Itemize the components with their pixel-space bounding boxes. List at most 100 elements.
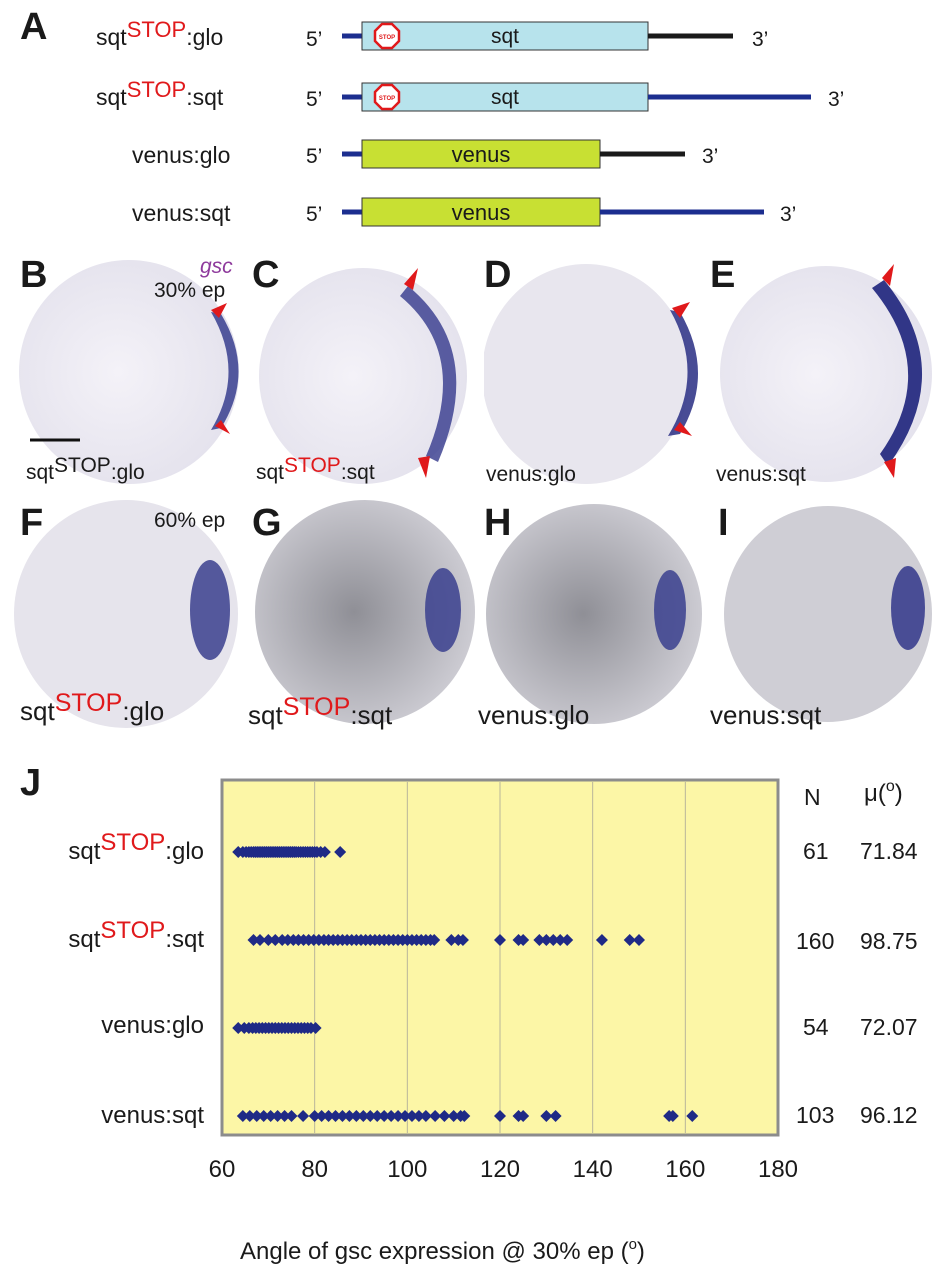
panel-letter-h: H — [484, 502, 512, 544]
construct-diagram-1: STOP sqt — [342, 21, 733, 51]
data-point — [336, 1110, 349, 1122]
stop-sign-text: STOP — [379, 35, 395, 41]
data-point — [334, 846, 347, 858]
arrowhead-icon — [215, 420, 230, 434]
data-point — [271, 1110, 284, 1122]
data-point — [285, 1110, 298, 1122]
data-point — [250, 1110, 263, 1122]
embryo-photo-c — [250, 250, 480, 490]
series-4 — [236, 1110, 699, 1122]
construct-label-3: venus:glo — [132, 142, 231, 168]
arrowhead-icon — [674, 422, 692, 436]
data-point — [447, 1110, 460, 1122]
data-point — [269, 934, 282, 946]
photo-label-h: venus:glo — [478, 700, 590, 730]
data-point — [278, 1110, 291, 1122]
sqt-coding-box — [361, 21, 649, 51]
data-point — [547, 934, 560, 946]
data-point — [445, 934, 458, 946]
sqt-coding-box — [361, 82, 649, 112]
data-point — [533, 934, 546, 946]
data-point — [540, 934, 553, 946]
data-point — [458, 1110, 471, 1122]
photo-label-c: sqtSTOP:sqt — [256, 454, 375, 484]
mean-value: 72.07 — [860, 1014, 918, 1040]
data-point — [540, 1110, 553, 1122]
arrowhead-icon — [418, 456, 430, 478]
panel-letter-a: A — [20, 6, 48, 48]
series-1 — [232, 846, 347, 858]
data-point — [262, 934, 275, 946]
arrowhead-icon — [882, 264, 894, 286]
x-tick-labels: 60 80 100 120 140 160 180 — [209, 1156, 798, 1183]
n-value: 54 — [803, 1014, 829, 1040]
data-point — [623, 934, 636, 946]
scatter-chart: 60 80 100 120 140 160 180 — [209, 778, 798, 1183]
stage-label-30: 30% ep — [154, 279, 226, 302]
embryo-photo-e — [718, 250, 948, 490]
data-point — [371, 1110, 384, 1122]
data-point — [429, 1110, 442, 1122]
series-label-1: sqtSTOP:glo — [68, 829, 204, 865]
embryo-photo-b — [14, 250, 244, 490]
data-point — [297, 1110, 310, 1122]
data-point — [438, 1110, 451, 1122]
data-point — [253, 934, 266, 946]
construct-diagrams: STOP sqt STOP sqt venus venus — [342, 21, 811, 227]
data-point — [561, 934, 574, 946]
stop-sign-icon: STOP — [373, 22, 401, 50]
mean-value: 96.12 — [860, 1102, 918, 1128]
data-point — [633, 934, 645, 946]
construct-label-2: sqtSTOP:sqt — [96, 77, 224, 110]
embryo-photo-d — [484, 250, 714, 490]
photo-label-e: venus:sqt — [716, 463, 806, 486]
data-point — [318, 846, 331, 858]
data-point — [385, 1110, 398, 1122]
arrowhead-icon — [672, 302, 690, 318]
photo-label-d: venus:glo — [486, 463, 576, 486]
construct-diagram-2: STOP sqt — [342, 82, 811, 112]
stop-sign-icon: STOP — [373, 83, 401, 111]
data-point — [494, 1110, 506, 1122]
five-prime-label: 5’ — [306, 145, 323, 168]
construct-diagram-4: venus — [342, 197, 764, 227]
data-point — [686, 1110, 699, 1122]
embryo-photo-f — [14, 500, 244, 740]
five-prime-label: 5’ — [306, 88, 323, 111]
x-tick-label: 160 — [665, 1156, 705, 1183]
x-tick-label: 140 — [573, 1156, 613, 1183]
data-points — [232, 846, 699, 1122]
panel-letter-e: E — [710, 254, 736, 296]
data-point — [357, 1110, 370, 1122]
data-point — [392, 1110, 405, 1122]
n-value: 61 — [803, 838, 829, 864]
data-point — [549, 1110, 562, 1122]
arrowhead-icon — [884, 458, 896, 478]
data-point — [329, 1110, 342, 1122]
arrowhead-icon — [211, 303, 227, 318]
photo-label-b: sqtSTOP:glo — [26, 454, 145, 484]
data-point — [428, 934, 441, 946]
data-point — [232, 1022, 245, 1034]
photo-label-g: sqtSTOP:sqt — [248, 693, 393, 730]
mu-header: μ(o) — [864, 778, 903, 807]
panel-letter-f: F — [20, 502, 44, 544]
data-point — [364, 1110, 377, 1122]
data-point — [419, 1110, 432, 1122]
three-prime-label: 3’ — [752, 28, 769, 51]
n-value: 160 — [796, 928, 835, 954]
n-value: 103 — [796, 1102, 835, 1128]
three-prime-label: 3’ — [828, 88, 845, 111]
construct-label-4: venus:sqt — [132, 200, 231, 226]
x-tick-label: 180 — [758, 1156, 798, 1183]
series-3 — [232, 1022, 322, 1034]
data-point — [309, 1022, 322, 1034]
data-point — [554, 934, 567, 946]
data-point — [405, 1110, 418, 1122]
embryo-photo-h — [484, 500, 714, 740]
grid — [314, 782, 686, 1133]
data-point — [247, 934, 260, 946]
data-point — [666, 1110, 679, 1122]
data-point — [412, 1110, 425, 1122]
panel-letter-b: B — [20, 254, 48, 296]
